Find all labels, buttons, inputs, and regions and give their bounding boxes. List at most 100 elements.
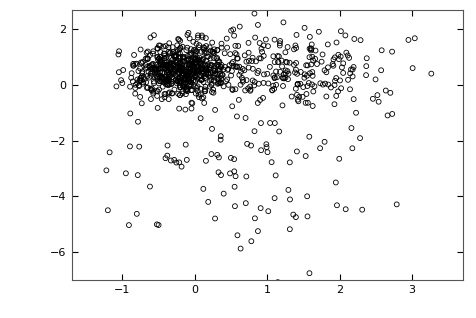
Point xyxy=(187,52,195,57)
Point xyxy=(159,76,167,81)
Point xyxy=(250,83,258,88)
Point xyxy=(356,38,364,43)
Point xyxy=(160,56,168,61)
Point xyxy=(186,36,193,41)
Point xyxy=(169,71,176,76)
Point xyxy=(203,67,210,73)
Point xyxy=(270,86,278,91)
Point xyxy=(195,69,202,74)
Point xyxy=(176,93,183,98)
Point xyxy=(142,66,149,71)
Point xyxy=(374,99,382,104)
Point xyxy=(273,53,281,59)
Point xyxy=(169,51,176,56)
Point xyxy=(337,29,344,34)
Point xyxy=(204,54,211,59)
Point xyxy=(182,70,189,75)
Point xyxy=(259,53,267,59)
Point xyxy=(168,71,175,76)
Point xyxy=(308,58,316,63)
Point xyxy=(151,65,159,70)
Point xyxy=(348,146,356,151)
Point xyxy=(196,73,203,78)
Point xyxy=(165,71,173,76)
Point xyxy=(294,99,302,104)
Point xyxy=(181,107,189,112)
Point xyxy=(184,53,191,59)
Point xyxy=(200,69,208,74)
Point xyxy=(177,76,185,81)
Point xyxy=(204,62,212,67)
Point xyxy=(168,58,176,63)
Point xyxy=(198,77,205,82)
Point xyxy=(218,73,226,78)
Point xyxy=(106,150,113,155)
Point xyxy=(305,55,313,60)
Point xyxy=(182,85,190,90)
Point xyxy=(176,60,183,65)
Point xyxy=(188,62,195,67)
Point xyxy=(201,84,209,89)
Point xyxy=(163,64,171,69)
Point xyxy=(198,57,206,62)
Point xyxy=(302,63,309,68)
Point xyxy=(209,90,217,95)
Point xyxy=(336,78,343,83)
Point xyxy=(138,101,145,106)
Point xyxy=(163,70,170,75)
Point xyxy=(177,68,185,73)
Point xyxy=(126,111,134,116)
Point xyxy=(166,51,173,56)
Point xyxy=(154,46,161,51)
Point xyxy=(263,71,270,76)
Point xyxy=(250,80,258,85)
Point xyxy=(165,64,172,69)
Point xyxy=(185,65,192,70)
Point xyxy=(197,77,205,82)
Point xyxy=(178,75,186,80)
Point xyxy=(180,83,188,88)
Point xyxy=(189,72,197,77)
Point xyxy=(142,80,149,85)
Point xyxy=(291,215,299,220)
Point xyxy=(246,88,254,93)
Point xyxy=(178,66,186,71)
Point xyxy=(196,66,204,72)
Point xyxy=(293,92,300,97)
Point xyxy=(284,187,292,192)
Point xyxy=(242,78,250,83)
Point xyxy=(293,82,301,87)
Point xyxy=(160,52,168,57)
Point xyxy=(172,53,179,58)
Point xyxy=(204,71,211,76)
Point xyxy=(183,157,190,162)
Point xyxy=(307,48,314,53)
Point xyxy=(323,42,331,47)
Point xyxy=(246,84,253,89)
Point xyxy=(301,154,309,159)
Point xyxy=(287,94,295,99)
Point xyxy=(224,66,231,72)
Point xyxy=(161,65,169,70)
Point xyxy=(160,80,168,85)
Point xyxy=(163,63,171,68)
Point xyxy=(150,80,158,86)
Point xyxy=(426,71,434,76)
Point xyxy=(311,48,318,53)
Point xyxy=(153,93,160,99)
Point xyxy=(166,90,173,95)
Point xyxy=(205,45,213,50)
Point xyxy=(266,121,273,126)
Point xyxy=(184,30,192,35)
Point xyxy=(145,64,153,69)
Point xyxy=(129,63,137,68)
Point xyxy=(147,71,154,76)
Point xyxy=(209,73,217,78)
Point xyxy=(175,37,182,42)
Point xyxy=(338,70,346,75)
Point xyxy=(191,73,198,79)
Point xyxy=(299,85,307,90)
Point xyxy=(172,77,179,82)
Point xyxy=(210,69,218,74)
Point xyxy=(314,29,322,34)
